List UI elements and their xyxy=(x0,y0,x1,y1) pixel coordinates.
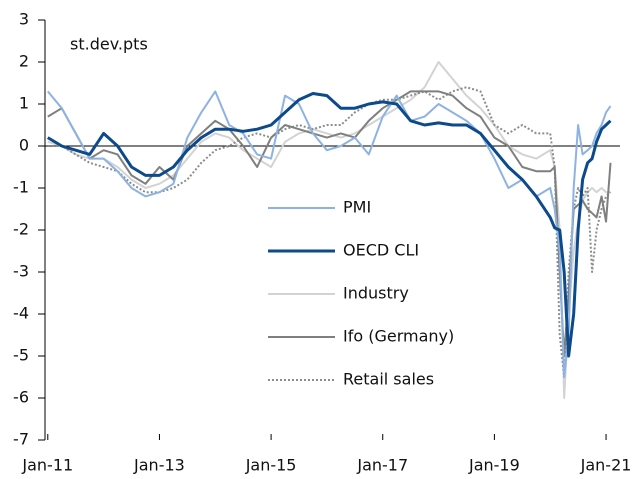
legend-label: Ifo (Germany) xyxy=(343,327,454,346)
y-tick-label: -7 xyxy=(13,430,29,449)
y-tick-label: -6 xyxy=(13,388,29,407)
x-tick-label: Jan-19 xyxy=(468,456,520,475)
series-line xyxy=(47,61,611,399)
y-tick-label: -5 xyxy=(13,346,29,365)
series-line xyxy=(47,90,612,378)
y-tick-label: -3 xyxy=(13,262,29,281)
legend-label: PMI xyxy=(343,198,371,217)
y-tick-label: 3 xyxy=(19,10,29,29)
legend-label: Retail sales xyxy=(343,370,434,389)
x-tick-label: Jan-13 xyxy=(133,456,185,475)
y-tick-label: -4 xyxy=(13,304,29,323)
legend-label: OECD CLI xyxy=(343,241,419,260)
x-tick-label: Jan-15 xyxy=(245,456,297,475)
x-tick-label: Jan-21 xyxy=(580,456,632,475)
series-line xyxy=(47,92,612,358)
series-line xyxy=(47,90,612,357)
legend-label: Industry xyxy=(343,284,409,303)
y-tick-label: -2 xyxy=(13,220,29,239)
series-line xyxy=(47,86,612,378)
y-tick-label: 2 xyxy=(19,52,29,71)
annotation: st.dev.pts xyxy=(70,35,148,54)
x-tick-label: Jan-17 xyxy=(356,456,408,475)
x-tick-label: Jan-11 xyxy=(21,456,73,475)
y-tick-label: 1 xyxy=(19,94,29,113)
y-tick-label: 0 xyxy=(19,136,29,155)
y-tick-label: -1 xyxy=(13,178,29,197)
